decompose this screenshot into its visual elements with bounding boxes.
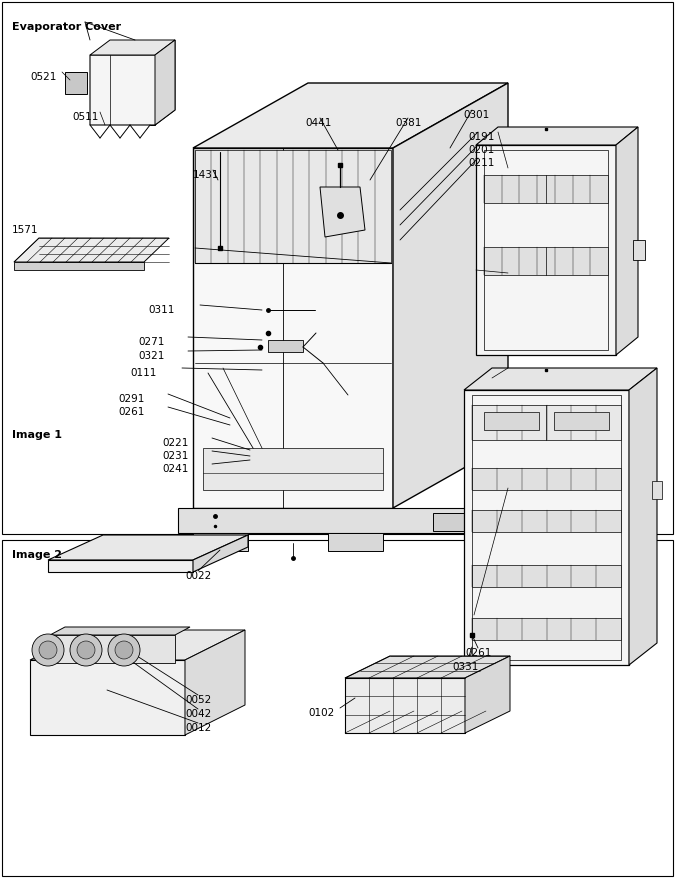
Text: 0201: 0201 — [468, 145, 494, 155]
Text: 0311: 0311 — [148, 305, 174, 315]
Circle shape — [77, 641, 95, 659]
Text: Image 1: Image 1 — [12, 430, 62, 440]
Circle shape — [39, 641, 57, 659]
Polygon shape — [629, 368, 657, 665]
Polygon shape — [48, 535, 248, 560]
Bar — [328, 533, 383, 551]
Text: 0321: 0321 — [138, 351, 165, 361]
Text: Image 2: Image 2 — [12, 550, 62, 560]
Polygon shape — [472, 618, 621, 640]
Polygon shape — [345, 656, 510, 678]
Polygon shape — [476, 145, 616, 355]
Bar — [2, 540, 673, 876]
Text: 0331: 0331 — [452, 662, 478, 672]
Circle shape — [115, 641, 133, 659]
Polygon shape — [30, 630, 245, 660]
Polygon shape — [195, 150, 391, 263]
Text: 0102: 0102 — [308, 708, 335, 718]
Polygon shape — [393, 83, 508, 508]
Text: 0381: 0381 — [395, 118, 422, 128]
Polygon shape — [464, 368, 657, 390]
Polygon shape — [472, 405, 621, 440]
Text: 0231: 0231 — [162, 451, 188, 461]
Polygon shape — [50, 635, 175, 663]
Text: Evaporator Cover: Evaporator Cover — [12, 22, 121, 32]
Text: 0301: 0301 — [463, 110, 489, 120]
Text: 0111: 0111 — [130, 368, 156, 378]
Text: 0261: 0261 — [118, 407, 144, 417]
Text: 0022: 0022 — [185, 571, 211, 581]
Polygon shape — [472, 510, 621, 532]
Bar — [65, 72, 87, 94]
Polygon shape — [14, 262, 144, 270]
Text: 0521: 0521 — [30, 72, 56, 82]
Text: 0261: 0261 — [465, 648, 492, 658]
Text: 0291: 0291 — [118, 394, 144, 404]
Polygon shape — [472, 468, 621, 490]
Polygon shape — [345, 678, 465, 733]
Polygon shape — [484, 175, 608, 203]
Text: 0052: 0052 — [185, 695, 211, 705]
Polygon shape — [178, 508, 498, 533]
Polygon shape — [155, 40, 175, 125]
Bar — [484, 150, 608, 350]
Bar — [268, 340, 303, 352]
Text: 0271: 0271 — [138, 337, 165, 347]
Polygon shape — [193, 83, 508, 148]
Polygon shape — [50, 627, 190, 635]
Bar — [193, 533, 248, 551]
Polygon shape — [464, 390, 629, 665]
Bar — [2, 2, 673, 534]
Polygon shape — [48, 560, 193, 572]
Polygon shape — [90, 40, 175, 125]
Text: 0441: 0441 — [305, 118, 331, 128]
Polygon shape — [476, 127, 638, 145]
Circle shape — [70, 634, 102, 666]
Bar — [554, 412, 609, 430]
Bar — [652, 481, 662, 499]
Bar — [472, 395, 621, 660]
Bar — [203, 448, 383, 490]
Polygon shape — [465, 656, 510, 733]
Text: 0221: 0221 — [162, 438, 188, 448]
Polygon shape — [14, 238, 169, 262]
Text: 0241: 0241 — [162, 464, 188, 474]
Polygon shape — [90, 40, 175, 55]
Text: 0012: 0012 — [185, 723, 211, 733]
Polygon shape — [320, 187, 365, 237]
Text: 1571: 1571 — [12, 225, 39, 235]
Circle shape — [32, 634, 64, 666]
Polygon shape — [616, 127, 638, 355]
Polygon shape — [472, 565, 621, 587]
Polygon shape — [433, 513, 488, 531]
Polygon shape — [193, 535, 248, 572]
Bar — [633, 240, 645, 260]
Text: 0042: 0042 — [185, 709, 211, 719]
Polygon shape — [185, 630, 245, 735]
Bar — [484, 412, 539, 430]
Text: 0511: 0511 — [72, 112, 99, 122]
Text: 1431: 1431 — [193, 170, 220, 180]
Text: 0211: 0211 — [468, 158, 494, 168]
Polygon shape — [484, 247, 608, 275]
Polygon shape — [193, 148, 393, 508]
Text: 0191: 0191 — [468, 132, 494, 142]
Circle shape — [108, 634, 140, 666]
Polygon shape — [30, 660, 185, 735]
